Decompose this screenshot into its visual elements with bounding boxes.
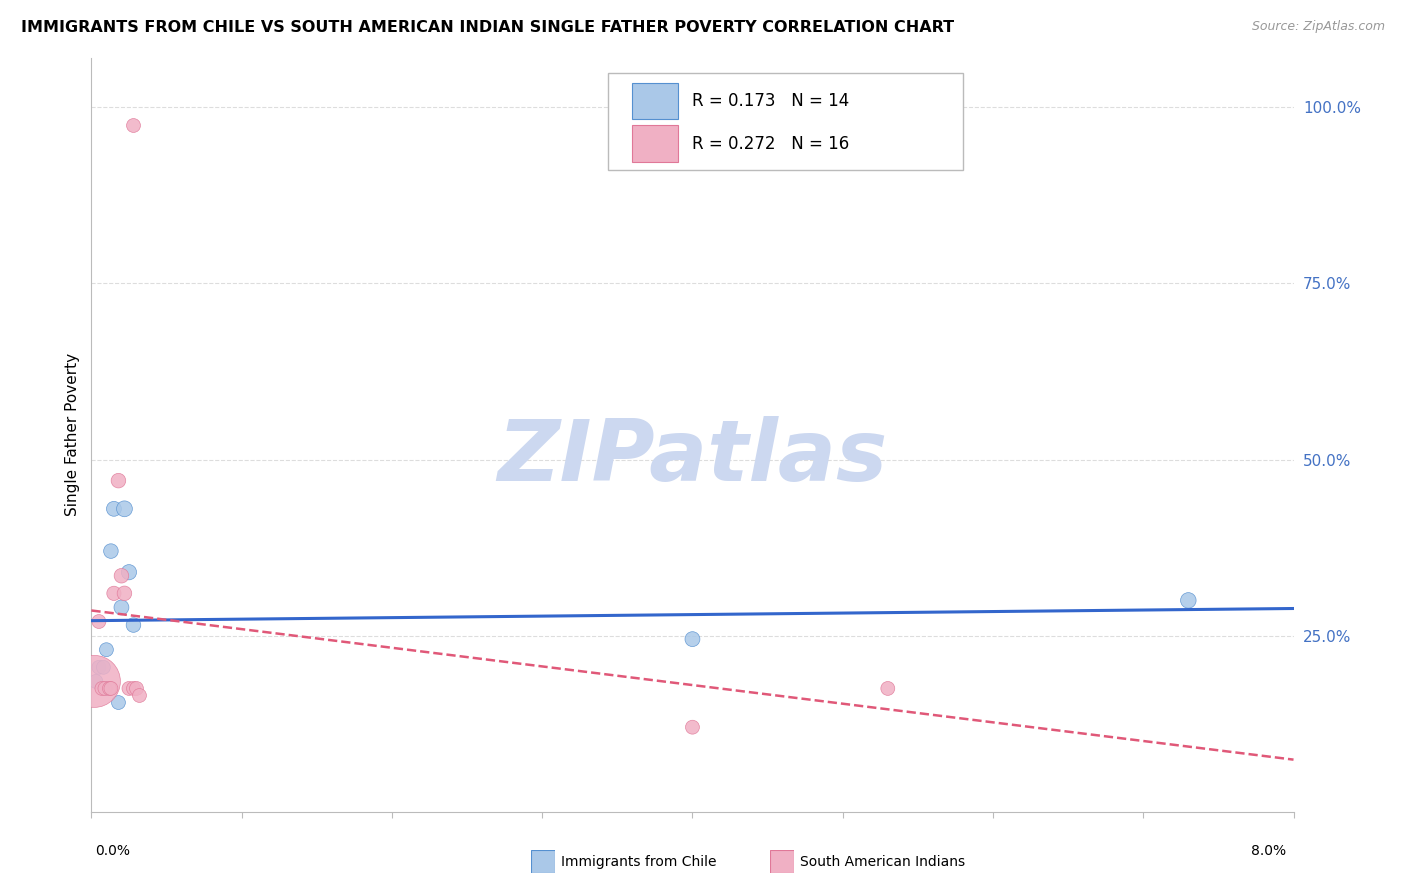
Point [87,660,110,674]
Point [94,681,117,696]
Text: 0.0%: 0.0% [96,844,131,858]
Point [90,681,112,696]
Point [118,681,141,696]
Point [114,501,136,516]
Point [103,586,125,600]
Y-axis label: Single Father Poverty: Single Father Poverty [65,353,80,516]
FancyBboxPatch shape [633,126,678,161]
FancyBboxPatch shape [633,83,678,119]
Point [128,689,150,703]
Text: ZIPatlas: ZIPatlas [498,416,887,499]
FancyBboxPatch shape [609,73,963,169]
Point [114,586,136,600]
Point [122,618,145,632]
Point [1177,593,1199,607]
Point [107,474,129,488]
Text: R = 0.173   N = 14: R = 0.173 N = 14 [692,92,849,110]
Point [110,600,132,615]
Point [122,681,145,696]
Point [125,681,148,696]
Text: IMMIGRANTS FROM CHILE VS SOUTH AMERICAN INDIAN SINGLE FATHER POVERTY CORRELATION: IMMIGRANTS FROM CHILE VS SOUTH AMERICAN … [21,20,955,35]
Text: Source: ZipAtlas.com: Source: ZipAtlas.com [1251,20,1385,33]
Text: South American Indians: South American Indians [800,855,965,869]
Point [98,681,121,696]
Point [93,660,115,674]
Point [96,681,118,696]
Point [876,681,898,696]
Text: 8.0%: 8.0% [1251,844,1286,858]
Point [122,118,145,132]
Text: R = 0.272   N = 16: R = 0.272 N = 16 [692,135,849,153]
Point [681,632,703,647]
Point [103,501,125,516]
Point [100,544,122,558]
Point [84,674,107,689]
Point [87,615,110,629]
Point [96,642,118,657]
Point [107,696,129,710]
Point [118,565,141,579]
Point [83,674,105,689]
Point [100,681,122,696]
Text: Immigrants from Chile: Immigrants from Chile [561,855,717,869]
Point [681,720,703,734]
Point [110,568,132,582]
